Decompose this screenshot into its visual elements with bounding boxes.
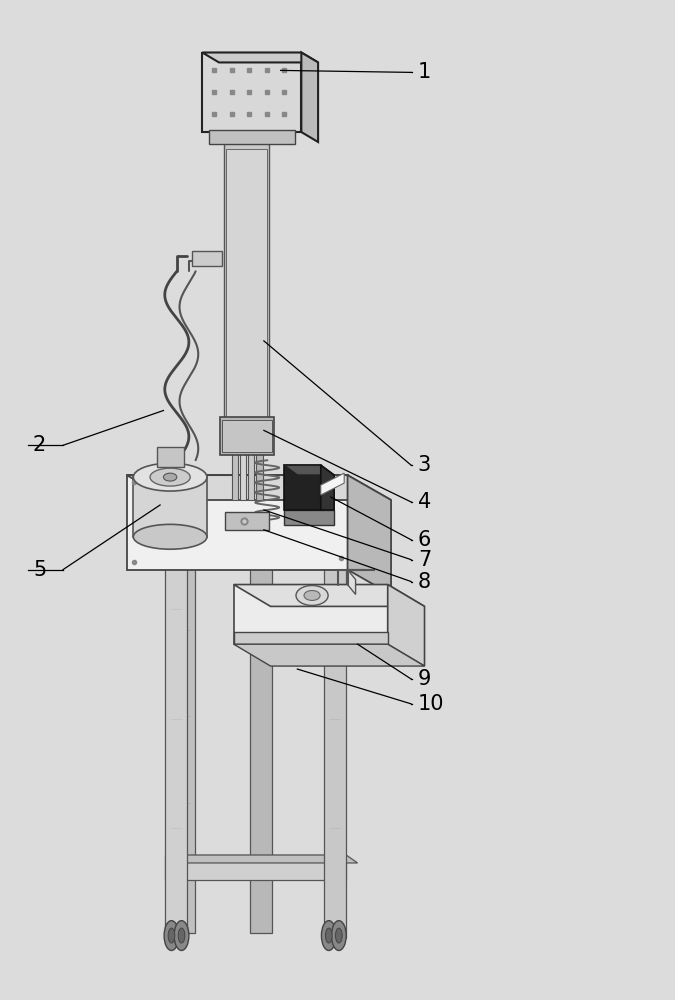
Bar — [223, 142, 269, 420]
Polygon shape — [284, 465, 334, 475]
Bar — [284, 465, 321, 510]
Bar — [157, 447, 184, 467]
Polygon shape — [165, 855, 358, 863]
Text: 7: 7 — [418, 550, 431, 570]
Polygon shape — [202, 52, 318, 62]
Ellipse shape — [163, 473, 177, 481]
Bar — [134, 477, 207, 537]
Polygon shape — [387, 585, 425, 666]
Polygon shape — [321, 465, 334, 510]
Text: 1: 1 — [418, 62, 431, 82]
Ellipse shape — [296, 586, 328, 605]
Bar — [256, 132, 263, 500]
Bar — [220, 417, 274, 455]
Polygon shape — [348, 475, 391, 594]
Ellipse shape — [335, 928, 342, 943]
Ellipse shape — [150, 468, 190, 486]
Bar — [324, 500, 346, 938]
Ellipse shape — [331, 921, 346, 950]
Ellipse shape — [164, 921, 179, 950]
Text: 2: 2 — [33, 435, 46, 455]
Bar — [165, 855, 346, 880]
Bar — [225, 512, 269, 530]
Bar — [250, 500, 272, 933]
Ellipse shape — [168, 928, 175, 943]
Bar — [173, 500, 195, 933]
Ellipse shape — [174, 921, 189, 950]
Ellipse shape — [304, 590, 320, 600]
Ellipse shape — [134, 524, 207, 549]
Polygon shape — [234, 585, 425, 606]
Bar — [202, 52, 301, 132]
Ellipse shape — [325, 928, 332, 943]
Polygon shape — [321, 473, 344, 495]
Ellipse shape — [134, 463, 207, 491]
Bar — [240, 132, 246, 500]
Text: 4: 4 — [418, 492, 431, 512]
Text: 5: 5 — [33, 560, 46, 580]
Bar — [209, 130, 295, 144]
Bar — [192, 251, 221, 266]
Polygon shape — [127, 475, 391, 500]
Ellipse shape — [321, 921, 336, 950]
Bar — [284, 510, 334, 525]
Ellipse shape — [178, 928, 185, 943]
Bar — [234, 585, 387, 644]
Text: 6: 6 — [418, 530, 431, 550]
Text: 3: 3 — [418, 455, 431, 475]
Polygon shape — [234, 644, 425, 666]
Polygon shape — [301, 52, 318, 142]
Text: 9: 9 — [418, 669, 431, 689]
Bar — [222, 420, 272, 452]
Polygon shape — [348, 570, 356, 594]
Text: 8: 8 — [418, 572, 431, 592]
Bar — [165, 500, 187, 938]
Bar — [234, 632, 387, 644]
Bar — [248, 132, 254, 500]
Bar — [127, 475, 348, 570]
Text: 10: 10 — [418, 694, 444, 714]
Bar — [225, 149, 267, 417]
Bar — [232, 132, 238, 500]
